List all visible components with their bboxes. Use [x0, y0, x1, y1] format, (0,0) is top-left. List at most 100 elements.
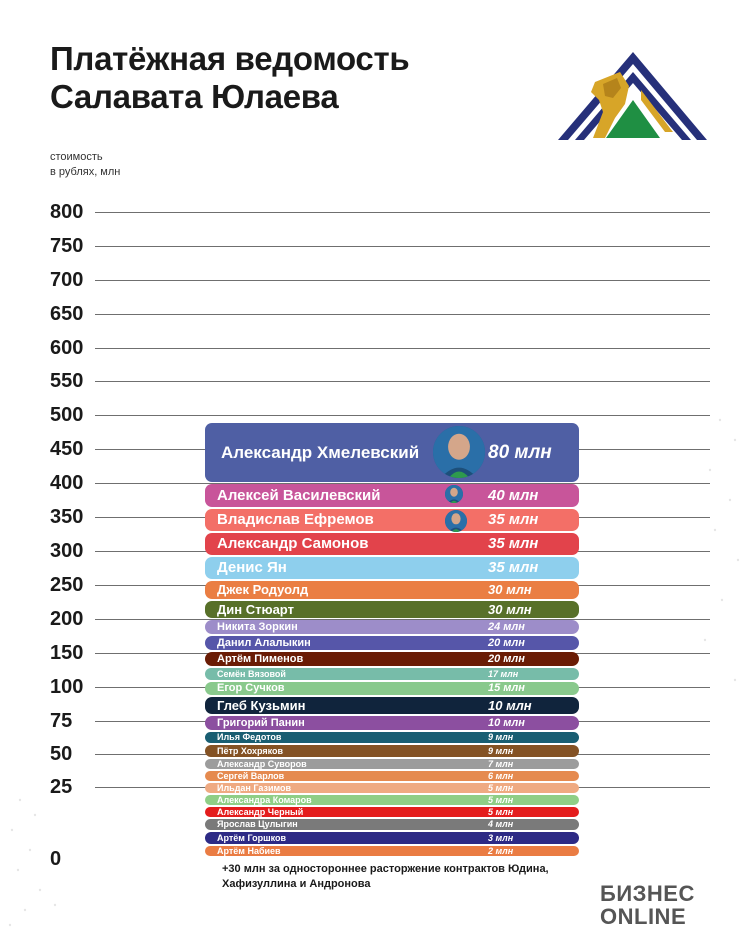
title-line-2: Салавата Юлаева	[50, 78, 339, 115]
bar-segment: Александра Комаров 5 млн	[205, 795, 579, 805]
gridline	[95, 483, 710, 484]
brand-line-1: БИЗНЕС	[600, 881, 695, 906]
bar-segment: Григорий Панин 10 млн	[205, 716, 579, 730]
salavat-yulaev-logo	[558, 52, 707, 140]
footnote: +30 млн за одностороннее расторжение кон…	[222, 863, 549, 890]
bar-value-label: 9 млн	[488, 746, 514, 756]
y-tick-label: 700	[50, 269, 84, 291]
bar-value-label: 9 млн	[488, 732, 514, 742]
bar-player-name: Пётр Хохряков	[217, 746, 284, 756]
y-tick-label: 50	[50, 743, 73, 765]
bar-player-name: Александр Самонов	[217, 535, 369, 552]
y-tick-label: 200	[50, 608, 84, 630]
bar-segment: Александр Суворов 7 млн	[205, 759, 579, 769]
y-axis-caption-line-1: стоимость	[50, 151, 103, 163]
bar-segment: Артём Пименов 20 млн	[205, 652, 579, 666]
y-tick-label: 500	[50, 404, 84, 426]
y-tick-label: 650	[50, 303, 84, 325]
player-photo	[445, 510, 467, 532]
bar-segment: Никита Зоркин 24 млн	[205, 620, 579, 634]
bar-player-name: Никита Зоркин	[217, 621, 298, 633]
bar-value-label: 30 млн	[488, 582, 532, 597]
bar-player-name: Алексей Василевский	[217, 487, 381, 504]
bar-value-label: 35 млн	[488, 559, 539, 576]
bar-segment: Ярослав Цулыгин 4 млн	[205, 819, 579, 830]
bar-value-label: 10 млн	[488, 717, 525, 729]
bar-segment: Семён Вязовой 17 млн	[205, 668, 579, 680]
gridline	[95, 415, 710, 416]
bar-value-label: 10 млн	[488, 698, 532, 713]
bar-player-name: Семён Вязовой	[217, 669, 286, 679]
bar-segment: Глеб Кузьмин 10 млн	[205, 697, 579, 714]
y-tick-label: 25	[50, 776, 73, 798]
gridline	[95, 381, 710, 382]
bar-player-name: Артём Пименов	[217, 653, 304, 665]
bar-player-name: Артём Набиев	[217, 846, 281, 856]
bar-segment: Данил Алалыкин 20 млн	[205, 636, 579, 650]
bar-segment: Джек Родуолд 30 млн	[205, 581, 579, 599]
y-axis-caption-line-2: в рублях, млн	[50, 166, 121, 178]
player-photo	[433, 426, 485, 478]
bar-segment: Артём Горшков 3 млн	[205, 832, 579, 844]
bar-value-label: 17 млн	[488, 669, 519, 679]
title-line-1: Платёжная ведомость	[50, 40, 410, 77]
y-tick-label: 0	[50, 848, 62, 870]
bar-segment: Сергей Варлов 6 млн	[205, 771, 579, 781]
bar-player-name: Ильдан Газимов	[217, 783, 292, 793]
bar-segment: Александр Самонов 35 млн	[205, 533, 579, 555]
y-axis-caption: стоимость в рублях, млн	[50, 150, 120, 180]
y-tick-label: 300	[50, 540, 84, 562]
gridline	[95, 348, 710, 349]
bar-player-name: Артём Горшков	[217, 833, 287, 843]
bar-value-label: 6 млн	[488, 771, 514, 781]
gridline	[95, 619, 710, 620]
y-tick-label: 350	[50, 506, 84, 528]
gridline	[95, 314, 710, 315]
bar-segment: Денис Ян 35 млн	[205, 557, 579, 579]
player-photo	[445, 485, 463, 503]
bar-segment: Владислав Ефремов 35 млн	[205, 509, 579, 532]
brand-logo: БИЗНЕС ONLINE	[600, 882, 695, 928]
bar-player-name: Джек Родуолд	[217, 582, 309, 597]
bar-value-label: 30 млн	[488, 602, 532, 617]
bar-player-name: Сергей Варлов	[217, 771, 285, 781]
bar-player-name: Данил Алалыкин	[217, 637, 311, 649]
bar-value-label: 40 млн	[488, 487, 539, 504]
y-tick-label: 600	[50, 337, 84, 359]
bar-value-label: 24 млн	[488, 621, 525, 633]
brand-line-2: ONLINE	[600, 904, 687, 929]
y-tick-label: 250	[50, 574, 84, 596]
bar-player-name: Александр Черный	[217, 807, 304, 817]
bar-player-name: Ярослав Цулыгин	[217, 819, 298, 829]
bar-segment: Ильдан Газимов 5 млн	[205, 783, 579, 793]
bar-value-label: 4 млн	[488, 819, 514, 829]
gridline	[95, 280, 710, 281]
bar-segment: Пётр Хохряков 9 млн	[205, 745, 579, 757]
bar-value-label: 15 млн	[488, 682, 525, 694]
bar-segment: Илья Федотов 9 млн	[205, 732, 579, 743]
bar-value-label: 20 млн	[488, 637, 525, 649]
y-tick-label: 75	[50, 710, 73, 732]
bar-value-label: 7 млн	[488, 759, 514, 769]
bar-value-label: 35 млн	[488, 535, 539, 552]
bar-value-label: 5 млн	[488, 795, 514, 805]
bar-player-name: Александр Хмелевский	[221, 443, 420, 462]
y-tick-label: 450	[50, 438, 84, 460]
bar-segment: Алексей Василевский 40 млн	[205, 484, 579, 507]
gridline	[95, 212, 710, 213]
bar-segment: Егор Сучков 15 млн	[205, 682, 579, 695]
bar-value-label: 80 млн	[488, 442, 552, 463]
bar-segment: Дин Стюарт 30 млн	[205, 601, 579, 618]
bar-value-label: 35 млн	[488, 511, 539, 528]
bar-player-name: Александр Суворов	[217, 759, 307, 769]
bar-player-name: Денис Ян	[217, 559, 287, 576]
gridline	[95, 246, 710, 247]
bar-player-name: Глеб Кузьмин	[217, 698, 306, 713]
page-title: Платёжная ведомость Салавата Юлаева	[50, 40, 410, 116]
y-tick-label: 550	[50, 370, 84, 392]
bar-player-name: Григорий Панин	[217, 717, 305, 729]
y-tick-label: 100	[50, 676, 84, 698]
bar-value-label: 5 млн	[488, 807, 514, 817]
bar-segment: Александр Черный 5 млн	[205, 807, 579, 817]
